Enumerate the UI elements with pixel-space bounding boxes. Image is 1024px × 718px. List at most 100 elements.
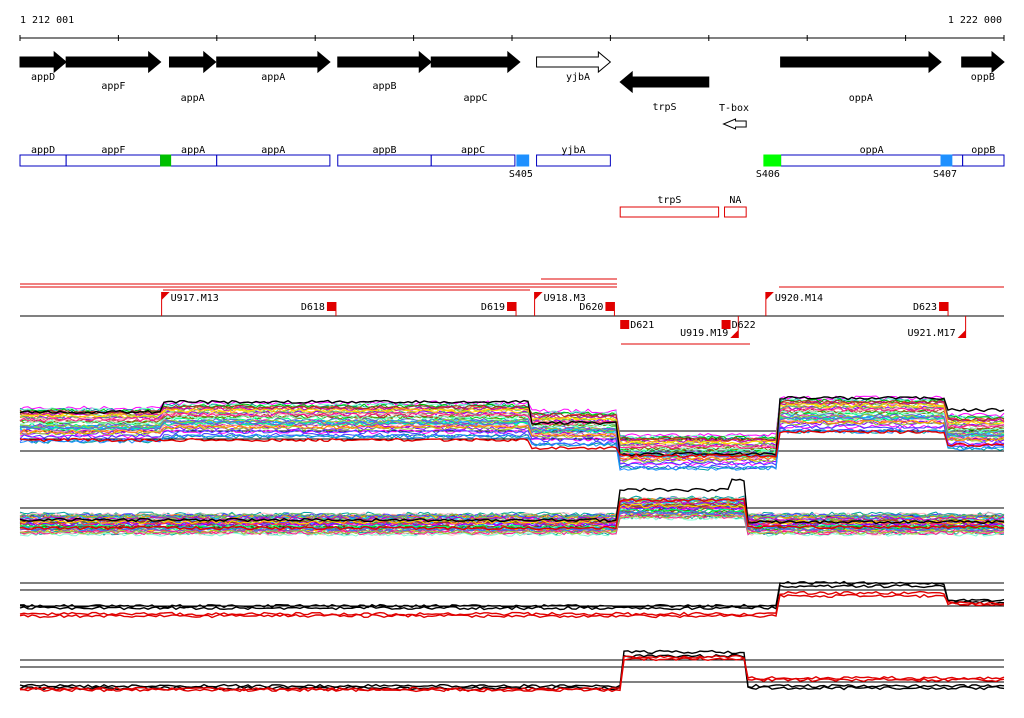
expression-series [19,427,1005,470]
segment-label: U919.M19 [680,328,728,339]
transcript-label: appC [461,145,485,156]
feature-box-label: S406 [756,169,780,180]
gene-label: T-box [719,103,749,114]
segment-label: D621 [630,320,654,331]
gene-label: oppA [849,93,873,104]
end-coordinate: 1 222 000 [948,15,1002,26]
expression-series [19,495,1005,517]
transcript-NA [724,206,747,218]
segment-label: U920.M14 [775,293,823,304]
feature-box [516,154,530,167]
gene-arrow-appF [65,50,162,74]
transcript-label: appF [101,145,125,156]
segment-block [605,302,615,311]
segment-label: D622 [732,320,756,331]
expression-series [19,419,1005,461]
transcript-label: appA [181,145,205,156]
segment-block [721,320,731,329]
gene-annotation-track: appD appF appA appA appB appC yjbA trpS T-box opp… [19,50,1005,130]
transcript-trpS [619,206,720,218]
gene-label: trpS [652,102,676,113]
segment-flag [765,292,774,300]
transcript-appD [19,154,67,167]
transcript-oppB [962,154,1005,167]
gene-label: yjbA [566,72,590,83]
expression-series [19,428,1005,471]
expression-series [19,400,1005,444]
gene-label: oppB [971,72,995,83]
gene-arrow-oppB [961,50,1005,74]
expression-series [19,503,1005,525]
transcript-oppA [780,154,964,167]
gene-arrow-appA [168,50,217,74]
gene-arrow-appB [337,50,433,74]
segment-flag [161,292,170,300]
segment-block [939,302,949,311]
gene-label: appD [31,72,55,83]
expression-series [19,410,1005,452]
expression-series [19,398,1005,441]
segment-label: D623 [913,302,937,313]
expression-series [19,407,1005,450]
transcript-appF [65,154,162,167]
transcript-track: appD appF appA appA appB appC yjbA oppA oppB trpS… [19,145,1005,218]
gene-label: appC [463,93,487,104]
transcript-label: yjbA [561,145,585,156]
segment-block [620,320,630,329]
feature-box [160,154,172,167]
segment-block [326,302,336,311]
segment-label: D618 [301,302,325,313]
transcript-label: appD [31,145,55,156]
expression-series [19,397,1005,440]
segment-label: D620 [579,302,603,313]
expression-series [19,429,1005,459]
gene-arrow-appD [19,50,67,74]
segment-block [507,302,517,311]
gene-arrow-trpS [619,70,710,94]
segment-flag [730,330,739,338]
gene-arrow-oppA [780,50,942,74]
expression-series [19,415,1005,458]
segment-label: U921.M17 [907,328,955,339]
segment-flag [534,292,543,300]
gene-arrow-yjbA [536,50,612,74]
expression-series [19,497,1004,531]
expression-series [19,407,1005,450]
gene-label: appB [372,81,396,92]
expression-series [19,513,1005,535]
transcript-label: oppA [860,145,884,156]
gene-label: appA [261,72,285,83]
gene-label: appA [181,93,205,104]
transcript-appA [216,154,331,167]
transcript-label: trpS [657,195,681,206]
transcript-label: NA [729,195,741,206]
expression-profile-plot-4 [19,649,1005,693]
transcript-label: oppB [971,145,995,156]
expression-series [19,395,1005,457]
feature-box-label: S405 [509,169,533,180]
expression-series [19,580,1005,609]
feature-box [763,154,782,167]
transcript-appB [337,154,432,167]
segment-flag [957,330,966,338]
feature-box-label: S407 [933,169,957,180]
transcript-appC [430,154,516,167]
start-coordinate: 1 212 001 [20,15,74,26]
expression-series [19,593,1005,619]
expression-series [19,478,1005,525]
gene-label: appF [101,81,125,92]
expression-series [19,402,1005,445]
segment-label: U918.M3 [544,293,586,304]
expression-series [19,399,1005,442]
expression-series [19,649,1005,689]
gene-arrow-T-box [722,118,747,130]
transcript-label: appA [261,145,285,156]
gene-arrow-appC [430,50,521,74]
expression-series [19,424,1005,467]
segment-label: D619 [481,302,505,313]
expression-series [19,424,1005,467]
expression-series [19,514,1005,536]
transcript-label: appB [372,145,396,156]
